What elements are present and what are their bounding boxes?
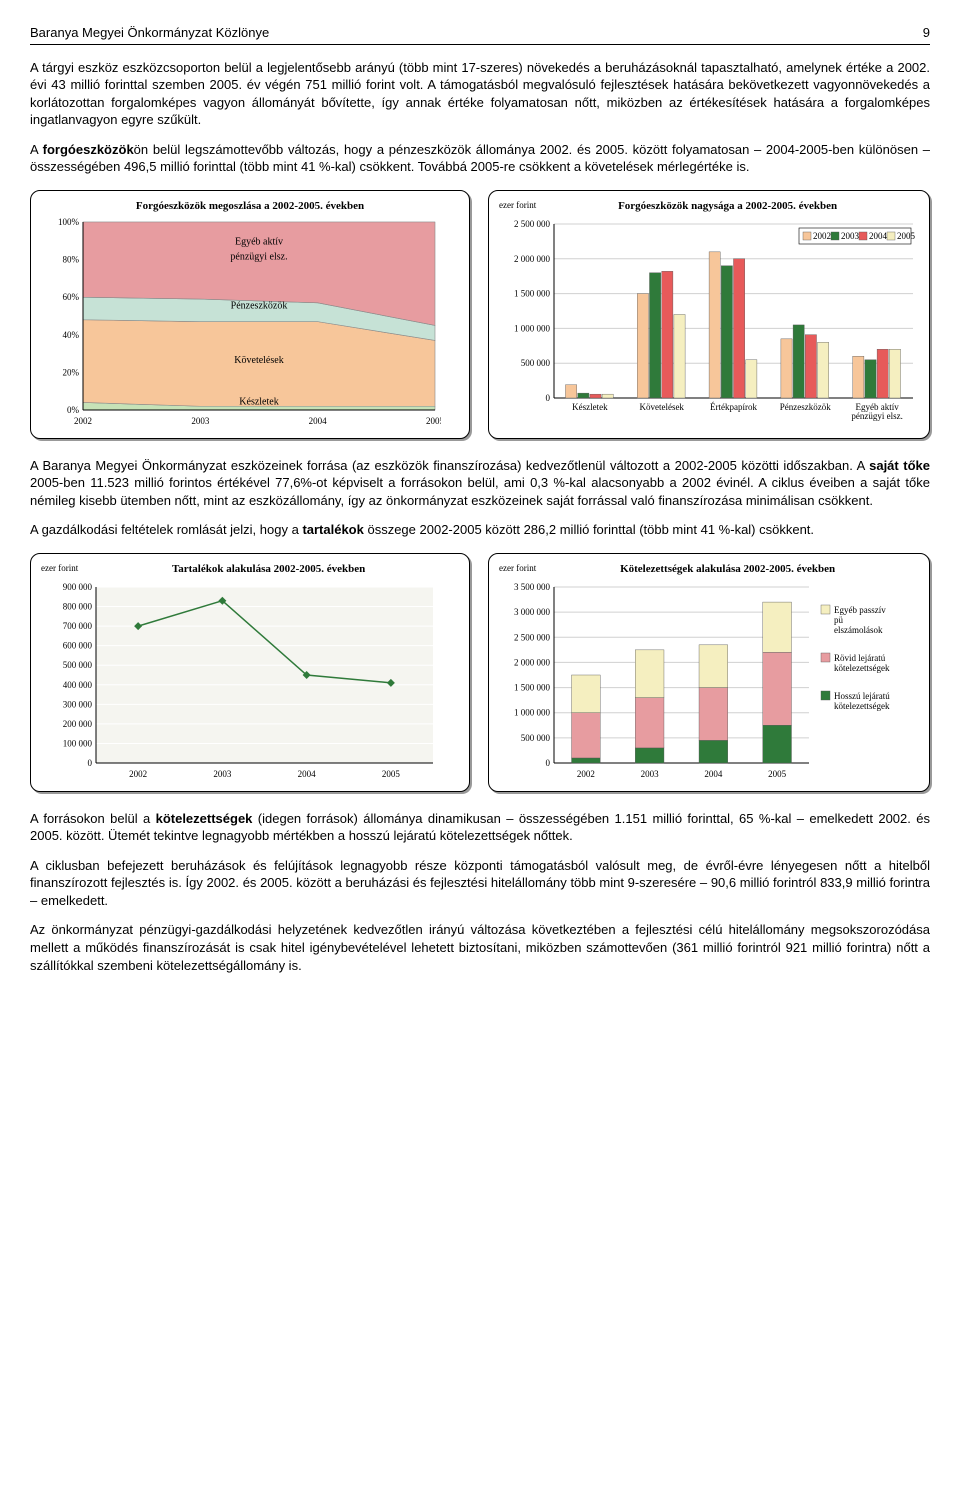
svg-text:2002: 2002 [813,231,831,241]
svg-text:0%: 0% [67,405,80,415]
svg-text:400 000: 400 000 [63,679,93,689]
chartB-title: Forgóeszközök nagysága a 2002-2005. évek… [536,199,919,214]
svg-text:2004: 2004 [869,231,888,241]
svg-text:3 000 000: 3 000 000 [514,607,551,617]
svg-text:2002: 2002 [129,769,147,779]
svg-text:1 000 000: 1 000 000 [514,323,551,333]
svg-text:500 000: 500 000 [63,660,93,670]
paragraph-7: Az önkormányzat pénzügyi-gazdálkodási he… [30,921,930,974]
svg-text:2 000 000: 2 000 000 [514,657,551,667]
chart-row-2: ezer forint Tartalékok alakulása 2002-20… [30,553,930,792]
svg-text:0: 0 [546,393,551,403]
svg-text:20%: 20% [63,367,80,377]
svg-text:60%: 60% [63,292,80,302]
svg-text:2 500 000: 2 500 000 [514,219,551,229]
svg-text:pü: pü [834,615,844,625]
svg-text:kötelezettségek: kötelezettségek [834,701,890,711]
svg-text:pénzügyi elsz.: pénzügyi elsz. [851,411,902,421]
svg-text:3 500 000: 3 500 000 [514,582,551,592]
svg-text:2003: 2003 [641,769,660,779]
svg-text:700 000: 700 000 [63,621,93,631]
svg-text:kötelezettségek: kötelezettségek [834,663,890,673]
paragraph-2: A forgóeszközökön belül legszámottevőbb … [30,141,930,176]
chartB-unit: ezer forint [499,199,536,218]
svg-text:Pénzeszközök: Pénzeszközök [231,300,288,311]
svg-text:Készletek: Készletek [572,402,608,412]
svg-text:2005: 2005 [768,769,787,779]
svg-text:80%: 80% [63,254,80,264]
header-title: Baranya Megyei Önkormányzat Közlönye [30,24,269,42]
svg-text:0: 0 [546,758,551,768]
chartD-title: Kötelezettségek alakulása 2002-2005. éve… [536,562,919,577]
svg-text:elszámolások: elszámolások [834,625,883,635]
svg-text:500 000: 500 000 [521,733,551,743]
chart-line-svg: 0 100 000 200 000 300 000 400 000 500 000 600 … [41,581,441,781]
svg-text:800 000: 800 000 [63,601,93,611]
svg-text:100 000: 100 000 [63,738,93,748]
svg-text:2005: 2005 [897,231,916,241]
svg-text:2004: 2004 [704,769,723,779]
svg-text:Rövid lejáratú: Rövid lejáratú [834,653,886,663]
chart-area-title: Forgóeszközök megoszlása a 2002-2005. év… [41,199,459,214]
paragraph-3: A Baranya Megyei Önkormányzat eszközeine… [30,457,930,510]
svg-text:300 000: 300 000 [63,699,93,709]
svg-text:Értékpapírok: Értékpapírok [710,402,757,412]
svg-text:2004: 2004 [309,416,328,426]
svg-text:1 000 000: 1 000 000 [514,707,551,717]
svg-text:40%: 40% [63,329,80,339]
svg-text:2005: 2005 [426,416,441,426]
chart-area: Forgóeszközök megoszlása a 2002-2005. év… [30,190,470,439]
chart-row-1: Forgóeszközök megoszlása a 2002-2005. év… [30,190,930,439]
chart-line: ezer forint Tartalékok alakulása 2002-20… [30,553,470,792]
svg-text:0: 0 [88,758,93,768]
svg-text:500 000: 500 000 [521,358,551,368]
svg-text:2003: 2003 [841,231,860,241]
svg-text:Egyéb aktív: Egyéb aktív [235,236,283,247]
svg-text:2002: 2002 [74,416,92,426]
paragraph-5: A forrásokon belül a kötelezettségek (id… [30,810,930,845]
chart-grouped-bar: ezer forint Forgóeszközök nagysága a 200… [488,190,930,439]
svg-text:2002: 2002 [577,769,595,779]
svg-text:Pénzeszközök: Pénzeszközök [780,402,831,412]
chartC-title: Tartalékok alakulása 2002-2005. években [78,562,459,577]
svg-text:Egyéb passzív: Egyéb passzív [834,605,886,615]
svg-text:2003: 2003 [213,769,232,779]
chart-stacked: ezer forint Kötelezettségek alakulása 20… [488,553,930,792]
chart-grouped-svg: 0 500 000 1 000 000 1 500 000 2 000 000 2 500… [499,218,919,428]
chart-stacked-svg: 0 500 000 1 000 000 1 500 000 2 000 000 2 500… [499,581,919,781]
header-page: 9 [923,24,930,42]
svg-text:200 000: 200 000 [63,719,93,729]
svg-text:100%: 100% [58,218,80,227]
paragraph-4: A gazdálkodási feltételek romlását jelzi… [30,521,930,539]
paragraph-6: A ciklusban befejezett beruházások és fe… [30,857,930,910]
svg-text:Készletek: Készletek [239,396,278,407]
chartD-unit: ezer forint [499,562,536,581]
svg-text:Hosszú lejáratú: Hosszú lejáratú [834,691,890,701]
svg-text:2 000 000: 2 000 000 [514,253,551,263]
svg-text:600 000: 600 000 [63,640,93,650]
chart-area-svg: 0% 20% 40% 60% 80% 100% 2002 2003 2004 2005 Egyéb … [41,218,441,428]
page-header: Baranya Megyei Önkormányzat Közlönye 9 [30,24,930,45]
svg-text:1 500 000: 1 500 000 [514,288,551,298]
svg-text:Követelések: Követelések [234,355,283,366]
svg-text:900 000: 900 000 [63,582,93,592]
svg-text:1 500 000: 1 500 000 [514,682,551,692]
svg-text:2003: 2003 [191,416,210,426]
svg-text:2004: 2004 [298,769,317,779]
svg-text:2 500 000: 2 500 000 [514,632,551,642]
chartC-unit: ezer forint [41,562,78,581]
svg-text:2005: 2005 [382,769,401,779]
svg-text:pénzügyi elsz.: pénzügyi elsz. [230,251,287,262]
paragraph-1: A tárgyi eszköz eszközcsoporton belül a … [30,59,930,129]
svg-text:Követelések: Követelések [639,402,684,412]
